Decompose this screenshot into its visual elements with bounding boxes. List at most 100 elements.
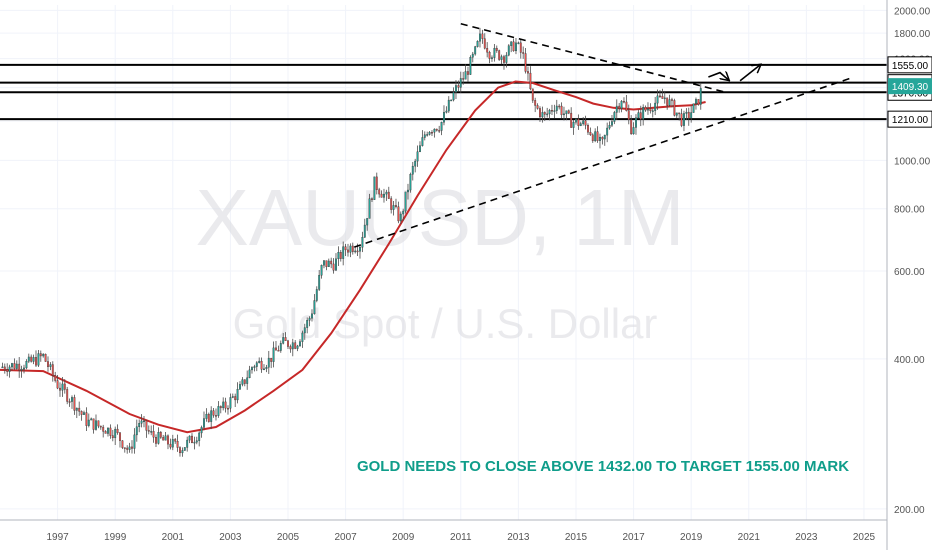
candle-body	[635, 117, 637, 128]
candle-body	[656, 95, 659, 104]
candle-body	[409, 174, 412, 191]
candle-body	[632, 127, 635, 135]
candle-body	[210, 410, 213, 422]
candle-body	[445, 110, 448, 113]
candle-body	[215, 415, 217, 417]
candle-body	[481, 33, 484, 39]
candle-body	[282, 337, 285, 344]
candle-body	[407, 189, 409, 193]
candle-body	[217, 406, 220, 416]
candle-body	[92, 418, 95, 430]
x-tick-label: 1999	[104, 532, 127, 543]
candle-body	[59, 387, 61, 391]
candle-body	[500, 56, 503, 60]
x-tick-label: 2005	[277, 532, 300, 543]
candle-body	[452, 92, 455, 101]
candle-body	[625, 101, 628, 112]
candle-body	[476, 41, 479, 47]
candle-body	[397, 206, 400, 222]
candle-body	[673, 100, 676, 116]
candle-body	[651, 110, 654, 112]
candle-body	[205, 413, 208, 419]
candle-body	[582, 120, 585, 124]
candle-body	[275, 347, 277, 351]
candle-body	[8, 366, 11, 372]
y-tick-label: 200.00	[894, 505, 925, 516]
candle-body	[541, 112, 544, 118]
candle-body	[337, 252, 340, 260]
candle-body	[289, 346, 292, 350]
candle-body	[270, 357, 273, 362]
candle-body	[95, 420, 97, 430]
projection-arrow	[708, 73, 728, 80]
candle-body	[378, 189, 381, 195]
candle-body	[126, 447, 129, 450]
candle-body	[188, 435, 191, 441]
candle-body	[186, 439, 189, 448]
candle-body	[260, 360, 263, 370]
candle-body	[42, 353, 45, 357]
candle-body	[685, 111, 688, 114]
candle-body	[572, 121, 575, 128]
candle-body	[167, 435, 169, 445]
candle-body	[435, 128, 438, 131]
candle-body	[51, 364, 54, 376]
candle-body	[162, 437, 165, 441]
candle-body	[75, 407, 78, 411]
candle-body	[654, 102, 657, 111]
moving-average-line	[0, 80, 706, 434]
candle-body	[138, 422, 141, 428]
candle-body	[423, 134, 426, 138]
x-tick-label: 2013	[507, 532, 530, 543]
watermark-description: Gold Spot / U.S. Dollar	[233, 300, 658, 347]
candle-body	[531, 88, 534, 101]
candle-body	[133, 434, 136, 449]
candle-body	[107, 427, 109, 434]
candle-body	[457, 85, 460, 88]
candle-body	[323, 260, 325, 266]
candle-body	[659, 95, 661, 98]
candle-body	[157, 432, 160, 444]
candle-body	[426, 134, 429, 136]
candle-body	[663, 97, 666, 100]
candle-body	[169, 443, 172, 448]
candle-body	[366, 218, 369, 226]
candle-body	[563, 113, 565, 116]
candle-body	[145, 420, 148, 431]
candle-body	[623, 100, 625, 103]
candle-body	[73, 397, 76, 411]
candle-body	[315, 289, 318, 301]
candle-body	[419, 145, 421, 152]
candle-body	[644, 107, 647, 111]
candle-body	[265, 367, 268, 370]
candle-body	[27, 356, 30, 362]
candle-body	[66, 389, 69, 402]
candle-body	[546, 113, 549, 116]
candle-body	[433, 128, 436, 133]
candle-body	[390, 198, 393, 210]
candle-body	[687, 111, 690, 119]
x-tick-label: 1997	[46, 532, 69, 543]
candle-body	[543, 112, 546, 115]
candle-body	[23, 367, 25, 370]
candle-body	[342, 246, 345, 259]
candle-body	[373, 176, 376, 200]
x-tick-label: 2011	[450, 532, 472, 543]
candle-body	[630, 119, 633, 135]
candle-body	[222, 401, 225, 409]
candle-body	[90, 418, 93, 421]
candle-body	[200, 427, 203, 434]
candle-body	[44, 353, 47, 362]
candle-body	[155, 436, 157, 444]
candle-body	[534, 100, 537, 106]
candle-body	[193, 441, 196, 444]
candle-body	[30, 356, 33, 362]
candle-body	[6, 369, 9, 372]
candle-body	[471, 53, 474, 58]
candle-body	[37, 353, 40, 366]
candle-body	[642, 107, 645, 120]
candle-body	[224, 401, 227, 409]
